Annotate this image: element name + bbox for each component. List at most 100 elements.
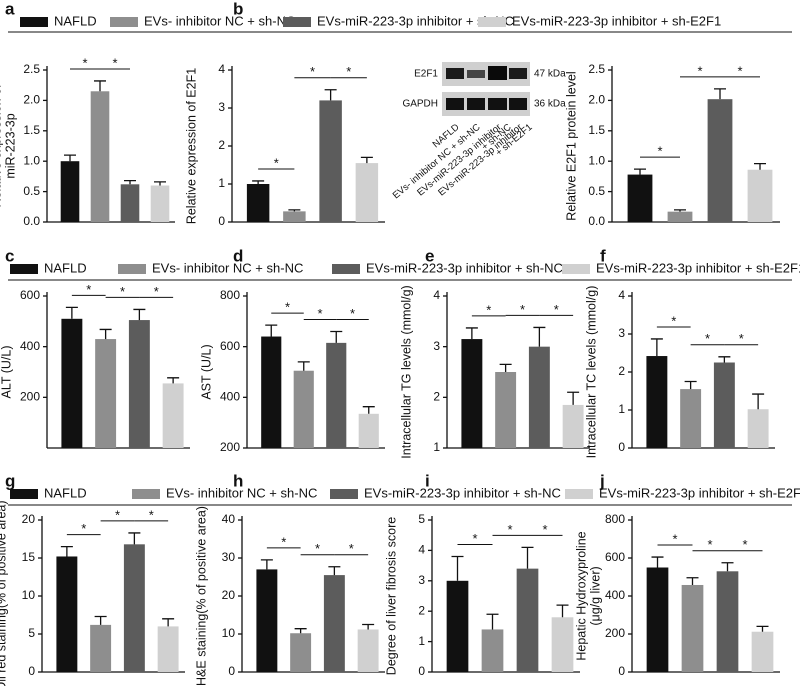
- error-bar: [521, 546, 534, 569]
- bar: [461, 339, 483, 448]
- panel-letter: c: [5, 246, 14, 265]
- bar: [667, 211, 693, 222]
- y-axis-label: Intracellular TG levels (mmol/g): [399, 285, 413, 458]
- legend-label: EVs- inhibitor NC + sh-NC: [144, 13, 295, 28]
- band: [467, 98, 485, 110]
- significance-label: *: [657, 144, 662, 159]
- y-tick-label: 400: [20, 339, 40, 353]
- error-bar: [714, 88, 726, 100]
- error-bar: [297, 361, 310, 371]
- significance-label: *: [115, 507, 120, 522]
- band: [488, 98, 507, 110]
- legend-label: EVs-miR-223-3p inhibitor + sh-E2F1: [512, 13, 721, 28]
- y-tick-label: 40: [222, 512, 236, 526]
- bar: [319, 100, 342, 222]
- bar: [627, 174, 653, 222]
- significance-label: *: [486, 302, 491, 317]
- error-bar: [252, 180, 265, 184]
- bar: [123, 544, 145, 672]
- error-bar: [154, 181, 166, 186]
- significance-label: *: [742, 537, 747, 552]
- y-tick-label: 0: [28, 664, 35, 678]
- bar: [357, 629, 379, 672]
- band: [467, 70, 485, 78]
- bar: [61, 318, 83, 448]
- bar: [290, 633, 312, 672]
- legend-label: EVs- inhibitor NC + sh-NC: [152, 260, 303, 275]
- legend-label: EVs-miR-223-3p inhibitor + sh-NC: [366, 260, 563, 275]
- legend-swatch: [10, 489, 38, 499]
- y-axis-label: Relative expression of: [0, 84, 3, 208]
- bar: [716, 571, 739, 672]
- y-tick-label: 400: [220, 390, 240, 404]
- band: [446, 68, 464, 79]
- bar: [90, 624, 112, 672]
- legend-label: EVs-miR-223-3p inhibitor + sh-E2F1: [599, 485, 800, 500]
- error-bar: [686, 577, 699, 585]
- legend-label: NAFLD: [44, 485, 87, 500]
- error-bar: [756, 625, 769, 632]
- error-bar: [718, 356, 731, 363]
- error-bar: [650, 338, 663, 357]
- significance-label: *: [112, 55, 117, 70]
- error-bar: [167, 377, 180, 384]
- blot-size: 47 kDa: [534, 69, 566, 80]
- y-tick-label: 1: [618, 402, 625, 416]
- y-axis-label: AST (U/L): [199, 344, 213, 399]
- y-tick-label: 15: [22, 550, 36, 564]
- error-bar: [752, 393, 765, 410]
- y-tick-label: 400: [605, 588, 625, 602]
- bar: [246, 184, 270, 222]
- bar: [90, 91, 110, 222]
- bar: [261, 336, 282, 448]
- y-tick-label: 1.5: [588, 123, 605, 137]
- bar: [355, 163, 379, 222]
- y-axis-label: Intracellular TC levels (mmol/g): [584, 286, 598, 459]
- error-bar: [754, 162, 766, 170]
- bar: [747, 409, 769, 448]
- bar: [495, 372, 517, 448]
- y-tick-label: 800: [605, 512, 625, 526]
- error-bar: [451, 555, 464, 581]
- error-bar: [265, 324, 278, 337]
- error-bar: [360, 156, 373, 164]
- error-bar: [651, 556, 664, 568]
- error-bar: [294, 628, 307, 634]
- y-tick-label: 2.5: [23, 62, 40, 76]
- y-tick-label: 3: [618, 326, 625, 340]
- error-bar: [328, 566, 341, 576]
- significance-label: *: [707, 537, 712, 552]
- y-tick-label: 4: [433, 288, 440, 302]
- significance-label: *: [154, 284, 159, 299]
- y-tick-label: 0.0: [588, 214, 605, 228]
- y-tick-label: 0: [418, 664, 425, 678]
- y-tick-label: 4: [218, 62, 225, 76]
- y-tick-label: 1: [418, 634, 425, 648]
- significance-label: *: [350, 306, 355, 321]
- y-tick-label: 2: [618, 364, 625, 378]
- bar: [256, 569, 278, 672]
- legend-label: EVs- inhibitor NC + sh-NC: [166, 485, 317, 500]
- significance-label: *: [281, 534, 286, 549]
- legend-swatch: [132, 489, 160, 499]
- blot-label: GAPDH: [402, 99, 438, 110]
- y-tick-label: 600: [20, 288, 40, 302]
- bar: [646, 567, 669, 672]
- y-tick-label: 0.5: [588, 184, 605, 198]
- significance-label: *: [739, 331, 744, 346]
- significance-label: *: [472, 531, 477, 546]
- significance-label: *: [310, 64, 315, 79]
- bar: [60, 161, 80, 222]
- western-blot: E2F1 GAPDH 47 kDa 36 kDa: [402, 62, 566, 116]
- significance-label: *: [285, 300, 290, 315]
- error-bar: [362, 406, 375, 414]
- bar: [157, 626, 179, 672]
- bar: [528, 346, 550, 448]
- error-bar: [330, 330, 343, 343]
- y-axis-label: H&E staining(% of positive area): [194, 506, 208, 686]
- error-bar: [567, 391, 580, 405]
- y-tick-label: 200: [605, 626, 625, 640]
- bar: [293, 370, 314, 448]
- significance-label: *: [520, 302, 525, 317]
- bar: [646, 356, 668, 448]
